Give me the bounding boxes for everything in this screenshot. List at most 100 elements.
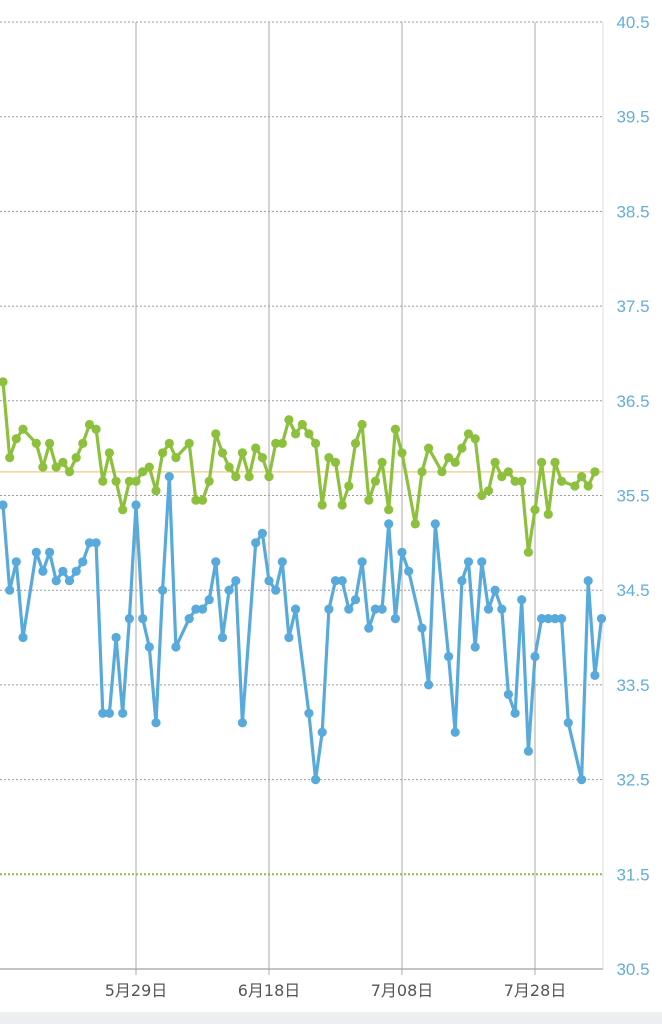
data-point <box>51 576 61 586</box>
data-point <box>417 467 427 477</box>
data-point <box>523 746 534 756</box>
data-point <box>357 557 367 567</box>
data-point <box>11 434 21 444</box>
data-point <box>171 453 181 463</box>
data-point <box>583 481 593 491</box>
y-tick-label: 33.5 <box>616 676 649 695</box>
series-line <box>1 475 604 782</box>
data-point <box>124 614 134 624</box>
data-point <box>357 419 367 430</box>
data-point <box>437 467 447 477</box>
data-point <box>311 438 321 448</box>
data-point <box>430 519 440 529</box>
x-tick-label: 5月29日 <box>105 981 168 1000</box>
data-point <box>364 495 374 505</box>
data-point <box>231 576 241 586</box>
y-tick-label: 36.5 <box>616 392 649 411</box>
data-point <box>31 547 41 557</box>
series-green <box>0 377 600 557</box>
data-point <box>557 476 567 486</box>
data-point <box>38 566 48 576</box>
data-point <box>344 604 354 614</box>
data-point <box>58 566 68 576</box>
data-point <box>118 505 128 515</box>
data-point <box>344 481 354 491</box>
data-point <box>530 651 540 662</box>
data-point <box>570 481 580 491</box>
data-point <box>271 585 281 595</box>
y-tick-label: 31.5 <box>616 865 649 884</box>
data-point <box>38 462 48 472</box>
data-point <box>390 424 400 434</box>
data-point <box>217 448 228 458</box>
data-point <box>151 486 161 496</box>
data-point <box>78 557 88 567</box>
data-point <box>144 642 154 652</box>
data-point <box>550 457 560 467</box>
data-point <box>370 604 380 614</box>
data-point <box>211 429 221 439</box>
y-tick-label: 40.5 <box>616 13 649 32</box>
data-point <box>543 614 553 624</box>
data-point <box>477 557 487 567</box>
data-point <box>377 604 387 614</box>
data-point <box>237 448 247 458</box>
data-point <box>330 457 341 467</box>
data-point <box>410 519 420 529</box>
data-point <box>463 557 474 567</box>
data-point <box>291 604 301 614</box>
data-point <box>384 505 394 515</box>
data-point <box>45 547 55 557</box>
data-point <box>204 476 214 486</box>
data-point <box>510 708 520 718</box>
data-point <box>324 453 334 463</box>
data-point <box>503 467 513 477</box>
data-point <box>158 585 168 595</box>
data-point <box>444 453 454 463</box>
data-point <box>271 438 281 448</box>
series-blue <box>0 472 607 785</box>
data-point <box>184 438 194 448</box>
data-point <box>104 448 114 458</box>
x-tick-label: 6月18日 <box>238 981 301 1000</box>
y-tick-label: 38.5 <box>616 202 649 221</box>
data-point <box>98 708 108 718</box>
data-point <box>404 566 414 576</box>
data-point <box>131 476 141 486</box>
data-point <box>98 476 108 486</box>
data-point <box>58 457 68 467</box>
data-point <box>78 438 88 448</box>
x-tick-label: 7月28日 <box>504 981 567 1000</box>
data-point <box>397 547 407 557</box>
data-point <box>284 415 294 425</box>
data-point <box>450 457 460 467</box>
data-point <box>277 557 287 567</box>
data-point <box>277 438 287 448</box>
data-point <box>377 457 387 467</box>
data-point <box>84 419 95 430</box>
data-point <box>577 472 587 482</box>
data-point <box>217 632 228 643</box>
data-point <box>84 538 95 548</box>
data-point <box>590 670 600 681</box>
series-line <box>1 380 597 554</box>
data-point <box>111 632 121 643</box>
data-point <box>237 718 247 728</box>
data-point <box>138 467 148 477</box>
data-point <box>264 576 274 586</box>
data-point <box>590 467 600 477</box>
data-point <box>144 462 154 472</box>
data-point <box>424 680 434 690</box>
data-point <box>5 585 15 595</box>
data-point <box>324 604 334 614</box>
data-point <box>364 623 374 633</box>
data-point <box>470 642 480 652</box>
data-point <box>191 604 201 614</box>
data-point <box>91 424 101 434</box>
bottom-strip <box>0 1012 662 1024</box>
data-point <box>417 623 427 633</box>
data-point <box>64 576 75 586</box>
data-point <box>18 424 28 434</box>
data-point <box>184 614 194 624</box>
data-point <box>350 438 361 448</box>
